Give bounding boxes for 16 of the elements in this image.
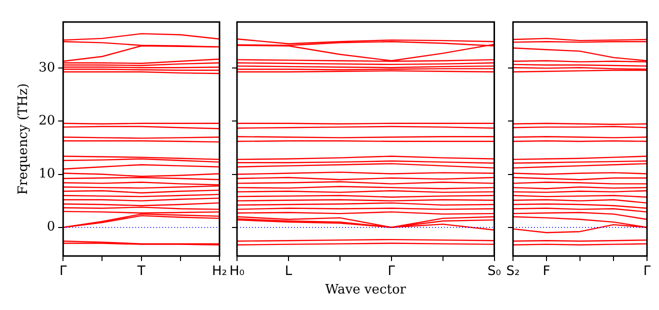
- y-tick-label: 0: [46, 220, 56, 235]
- x-tick-label: Γ: [60, 264, 68, 280]
- x-tick-label: Γ: [388, 264, 396, 280]
- x-axis-title: Wave vector: [325, 282, 407, 298]
- x-tick-label: S₂: [506, 264, 520, 280]
- x-tick-label: H₂: [212, 264, 228, 280]
- x-tick-label: H₀: [230, 264, 244, 280]
- x-tick-label: F: [542, 264, 550, 280]
- x-tick-label: T: [136, 264, 146, 280]
- y-tick-label: 10: [38, 166, 56, 182]
- x-tick-label: S₀: [488, 264, 502, 280]
- y-tick-label: 20: [38, 114, 56, 129]
- y-tick-label: 30: [38, 60, 56, 76]
- x-tick-label: L: [284, 264, 293, 280]
- x-tick-label: Γ: [643, 264, 652, 280]
- y-axis-title: Frequency (THz): [16, 83, 32, 195]
